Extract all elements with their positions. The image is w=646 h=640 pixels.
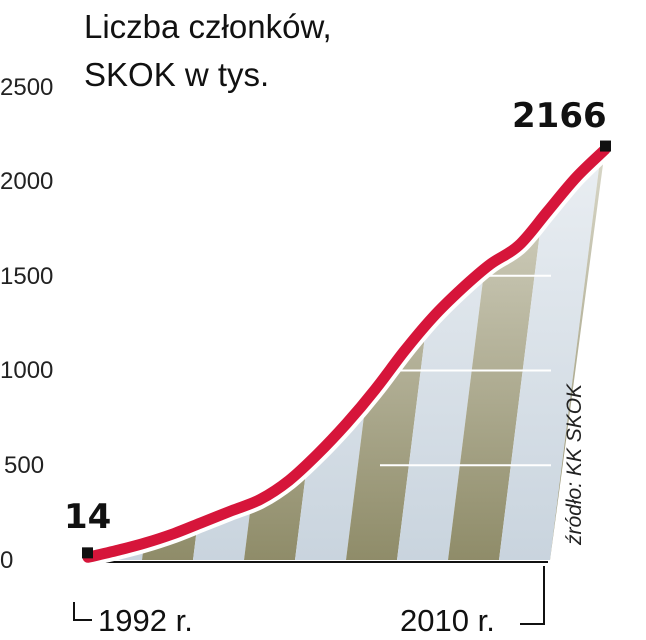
y-tick-label: 500 <box>4 452 44 479</box>
y-axis-ticks: 0 500 1000 1500 2000 2500 <box>0 74 53 574</box>
y-tick-label: 0 <box>0 547 13 574</box>
start-value-label: 14 <box>64 497 111 537</box>
y-tick-label: 1000 <box>0 357 53 384</box>
source-note: źródło: KK SKOK <box>563 383 586 546</box>
chart-title: Liczba członków, <box>84 8 332 45</box>
x-start-label: 1992 r. <box>98 603 193 638</box>
x-end-bracket <box>520 566 545 625</box>
area-band <box>499 149 605 560</box>
area-band <box>448 149 569 560</box>
end-value-label: 2166 <box>512 96 607 136</box>
y-tick-label: 2500 <box>0 74 53 101</box>
chart-subtitle: SKOK w tys. <box>84 56 269 93</box>
end-point-marker <box>600 140 611 152</box>
y-tick-label: 2000 <box>0 168 53 195</box>
y-tick-label: 1500 <box>0 263 53 290</box>
area-band <box>601 149 605 560</box>
start-point-marker <box>82 547 93 559</box>
series-line <box>82 144 611 563</box>
x-end-label: 2010 r. <box>400 603 495 638</box>
x-start-bracket <box>73 602 92 621</box>
